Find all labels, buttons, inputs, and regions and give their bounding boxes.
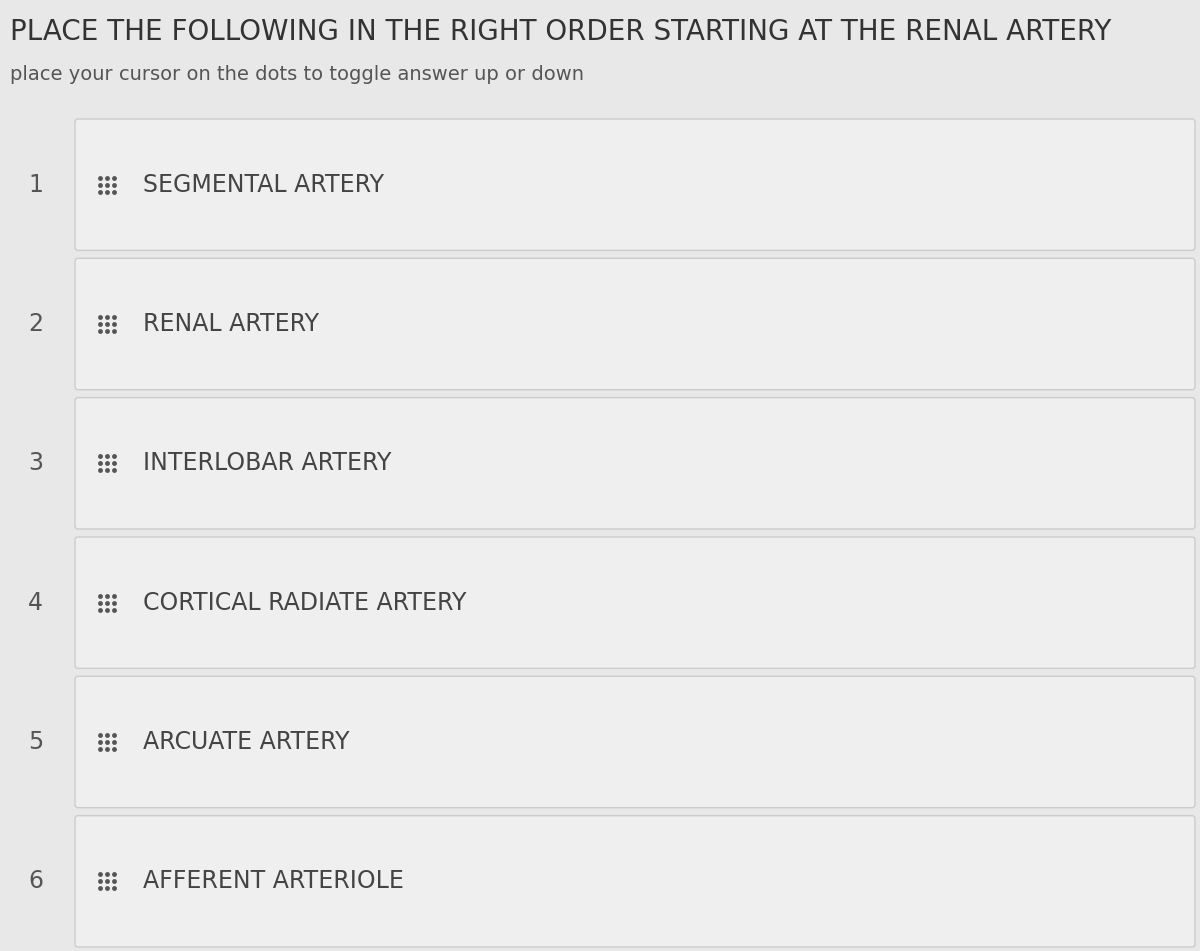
Text: SEGMENTAL ARTERY: SEGMENTAL ARTERY — [143, 173, 384, 197]
Text: PLACE THE FOLLOWING IN THE RIGHT ORDER STARTING AT THE RENAL ARTERY: PLACE THE FOLLOWING IN THE RIGHT ORDER S… — [10, 18, 1111, 46]
Text: INTERLOBAR ARTERY: INTERLOBAR ARTERY — [143, 452, 391, 476]
Text: AFFERENT ARTERIOLE: AFFERENT ARTERIOLE — [143, 869, 404, 893]
Text: 6: 6 — [28, 869, 43, 893]
FancyBboxPatch shape — [74, 816, 1195, 947]
FancyBboxPatch shape — [74, 676, 1195, 807]
Text: ARCUATE ARTERY: ARCUATE ARTERY — [143, 730, 349, 754]
FancyBboxPatch shape — [74, 398, 1195, 529]
FancyBboxPatch shape — [74, 119, 1195, 250]
Text: 4: 4 — [28, 591, 43, 614]
Text: CORTICAL RADIATE ARTERY: CORTICAL RADIATE ARTERY — [143, 591, 467, 614]
Text: 5: 5 — [28, 730, 43, 754]
Text: 3: 3 — [28, 452, 43, 476]
Text: RENAL ARTERY: RENAL ARTERY — [143, 312, 319, 336]
FancyBboxPatch shape — [74, 537, 1195, 669]
FancyBboxPatch shape — [74, 259, 1195, 390]
Text: 2: 2 — [28, 312, 43, 336]
Text: place your cursor on the dots to toggle answer up or down: place your cursor on the dots to toggle … — [10, 65, 584, 84]
Text: 1: 1 — [28, 173, 43, 197]
